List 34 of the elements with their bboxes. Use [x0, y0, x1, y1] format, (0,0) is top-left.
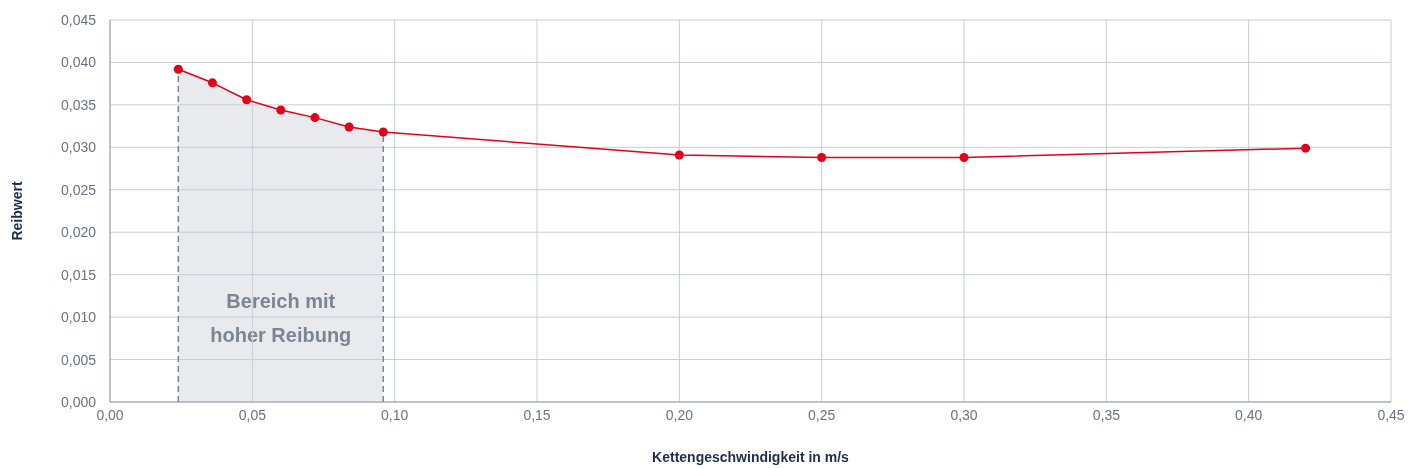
x-tick-label: 0,40	[1235, 407, 1263, 423]
point	[310, 113, 320, 123]
point	[344, 122, 354, 132]
x-tick-label: 0,10	[381, 407, 409, 423]
y-tick-label: 0,005	[60, 351, 97, 368]
y-tick-label: 0,015	[60, 266, 97, 283]
point	[959, 153, 969, 163]
point	[1301, 143, 1311, 153]
y-tick-label: 0,035	[60, 96, 97, 113]
y-tick-label: 0,025	[60, 181, 97, 198]
x-axis-title: Kettengeschwindigkeit in m/s	[652, 449, 850, 465]
band-label: Bereich mit hoher Reibung	[210, 290, 352, 346]
y-tick-label: 0,045	[60, 12, 97, 28]
point	[242, 95, 252, 105]
x-tick-label: 0,00	[96, 407, 124, 423]
point	[207, 78, 217, 88]
x-tick-label: 0,15	[523, 407, 551, 423]
x-tick-label: 0,05	[238, 407, 267, 423]
y-tick-label: 0,010	[60, 309, 97, 326]
x-tick-label: 0,35	[1092, 407, 1121, 423]
y-axis-title: Reibwert	[9, 181, 25, 241]
point	[817, 153, 827, 163]
point	[276, 105, 286, 115]
x-tick-label: 0,30	[950, 407, 978, 423]
point	[173, 64, 183, 74]
x-tick-label: 0,20	[665, 407, 694, 423]
y-tick-label: 0,040	[60, 54, 97, 71]
x-tick-label: 0,45	[1377, 407, 1405, 423]
y-tick-label: 0,000	[60, 394, 97, 410]
y-tick-label: 0,030	[60, 139, 97, 156]
x-tick-label: 0,25	[808, 407, 836, 423]
point	[378, 127, 388, 137]
point	[674, 150, 684, 160]
y-tick-label: 0,020	[60, 224, 97, 241]
